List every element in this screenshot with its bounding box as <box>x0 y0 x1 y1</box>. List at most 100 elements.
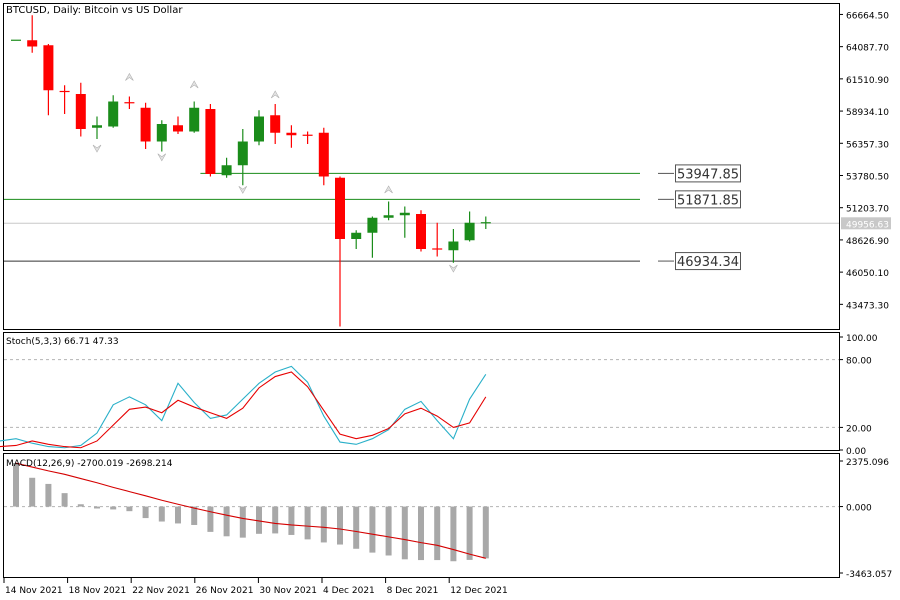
macd-histogram-bar <box>94 506 100 509</box>
macd-histogram-bar <box>385 506 392 556</box>
price-axis-label: 58934.10 <box>846 108 889 118</box>
candle-body <box>221 165 232 176</box>
stoch-axis-label: 80.00 <box>846 357 872 367</box>
candle <box>270 104 281 144</box>
candle-body <box>335 177 345 239</box>
candle-body <box>108 101 119 127</box>
macd-histogram-bar <box>466 506 473 560</box>
macd-histogram-bar <box>45 483 52 507</box>
macd-histogram-bar <box>434 506 441 561</box>
candle-body <box>351 232 362 239</box>
candle-body <box>367 217 378 233</box>
price-plot: 53947.85 51871.85 46934.34 <box>4 15 839 327</box>
macd-histogram-bar <box>272 506 279 534</box>
level-label: 53947.85 <box>677 167 739 182</box>
fractal-down-icon <box>449 264 458 273</box>
current-price-label: 49956.63 <box>846 220 889 230</box>
date-axis-label: 8 Dec 2021 <box>387 586 439 596</box>
candle <box>416 210 426 252</box>
candle-body <box>140 107 151 142</box>
date-axis-label: 26 Nov 2021 <box>196 586 254 596</box>
candle <box>383 201 394 221</box>
macd-histogram-bar <box>61 493 68 507</box>
candle <box>156 120 167 152</box>
candle <box>108 95 119 128</box>
macd-title: MACD(12,26,9) -2700.019 -2698.214 <box>6 459 173 469</box>
candle-body <box>448 241 459 251</box>
candle-body <box>383 215 394 218</box>
date-axis-label: 4 Dec 2021 <box>323 586 375 596</box>
stoch-main-line <box>0 365 487 449</box>
candle <box>480 216 491 229</box>
macd-histogram-bar <box>110 506 117 510</box>
candle <box>221 157 232 178</box>
price-chart-title: BTCUSD, Daily: Bitcoin vs US Dollar <box>6 5 183 16</box>
candle <box>205 104 216 177</box>
macd-histogram-bar <box>320 506 327 543</box>
macd-histogram-bar <box>29 477 36 507</box>
macd-histogram-bar <box>191 506 198 525</box>
macd-histogram-bar <box>142 506 149 519</box>
date-axis-label: 18 Nov 2021 <box>69 586 127 596</box>
candle-body <box>156 124 167 142</box>
macd-histogram-bar <box>450 506 457 562</box>
stoch-plot <box>0 359 839 449</box>
macd-histogram-bar <box>223 506 230 537</box>
axes: 66664.50 64087.70 61510.90 58934.10 56357.30… <box>3 11 892 596</box>
date-axis-label: 22 Nov 2021 <box>132 586 190 596</box>
macd-signal-line <box>15 462 486 559</box>
candle <box>286 125 297 148</box>
macd-histogram-bar <box>175 506 181 524</box>
fractal-down-icon <box>238 186 248 194</box>
price-axis-label: 51203.70 <box>846 205 889 215</box>
candle-body <box>399 212 410 216</box>
candle <box>448 229 459 263</box>
candle <box>59 85 70 114</box>
price-axis-label: 53780.50 <box>846 172 889 182</box>
candle <box>302 131 313 144</box>
candle <box>254 110 264 146</box>
candle <box>75 82 86 137</box>
macd-histogram-bar <box>13 463 19 507</box>
date-axis-label: 14 Nov 2021 <box>5 586 63 596</box>
price-axis-label: 64087.70 <box>846 44 889 54</box>
level-label: 51871.85 <box>677 193 739 208</box>
price-axis-label: 48626.90 <box>846 237 889 247</box>
stoch-panel-frame <box>3 332 840 451</box>
candle-body <box>173 125 183 132</box>
candle-body <box>92 125 102 128</box>
fractal-up-icon <box>384 185 393 194</box>
date-axis-label: 12 Dec 2021 <box>450 586 508 596</box>
candle <box>367 216 378 258</box>
candle-body <box>254 116 264 142</box>
candle <box>464 211 475 242</box>
candle <box>335 176 345 327</box>
macd-histogram-bar <box>353 506 360 549</box>
candle <box>43 44 54 116</box>
fractal-down-icon <box>92 144 102 153</box>
candle <box>140 102 151 149</box>
level-label: 46934.34 <box>677 255 739 270</box>
stoch-signal-line <box>0 371 487 449</box>
price-axis-label: 43473.30 <box>846 301 889 311</box>
macd-histogram-bar <box>418 506 424 561</box>
macd-histogram-bar <box>288 506 295 535</box>
fractal-up-icon <box>270 90 280 99</box>
macd-histogram-bar <box>239 506 246 538</box>
candle <box>92 116 102 139</box>
macd-axis-label: -3463.057 <box>846 570 892 580</box>
candle-body <box>270 115 281 133</box>
macd-axis-label: 2375.096 <box>846 458 889 468</box>
candle <box>351 230 362 249</box>
candle-body <box>205 109 216 174</box>
candle-body <box>237 141 248 166</box>
candle-body <box>416 214 426 249</box>
candle-body <box>27 40 38 47</box>
candle-body <box>75 94 86 129</box>
candle <box>432 222 443 257</box>
level-label-box <box>675 164 741 183</box>
price-axis-label: 61510.90 <box>846 76 889 86</box>
stoch-axis-label: 20.00 <box>846 424 872 434</box>
fractal-down-icon <box>157 153 167 162</box>
